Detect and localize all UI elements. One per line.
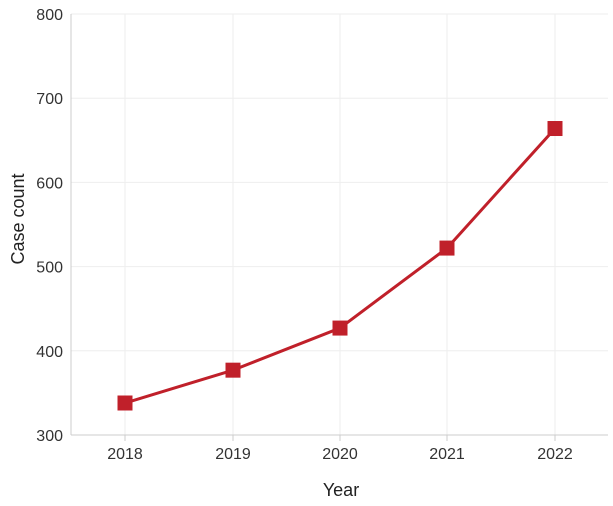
x-tick-label: 2022 (537, 446, 573, 463)
x-tick-label: 2020 (322, 446, 358, 463)
x-tick-label: 2018 (107, 446, 143, 463)
y-tick-labels: 300 400 500 600 700 800 (36, 7, 63, 445)
data-point-marker (225, 362, 241, 378)
data-point-marker (547, 121, 563, 137)
axes (70, 14, 608, 436)
data-point-marker (117, 395, 133, 411)
grid-lines (71, 13, 608, 441)
y-tick-label: 800 (36, 7, 63, 24)
y-axis-title: Case count (8, 173, 28, 264)
x-tick-label: 2019 (215, 446, 251, 463)
x-tick-label: 2021 (429, 446, 465, 463)
y-tick-label: 400 (36, 344, 63, 361)
data-point-marker (439, 240, 455, 256)
x-tick-labels: 2018 2019 2020 2021 2022 (107, 446, 573, 463)
series-group (117, 121, 563, 411)
y-tick-label: 500 (36, 260, 63, 277)
y-tick-label: 300 (36, 428, 63, 445)
data-point-marker (332, 320, 348, 336)
y-tick-label: 600 (36, 175, 63, 192)
x-axis-title: Year (323, 480, 359, 500)
y-tick-label: 700 (36, 91, 63, 108)
